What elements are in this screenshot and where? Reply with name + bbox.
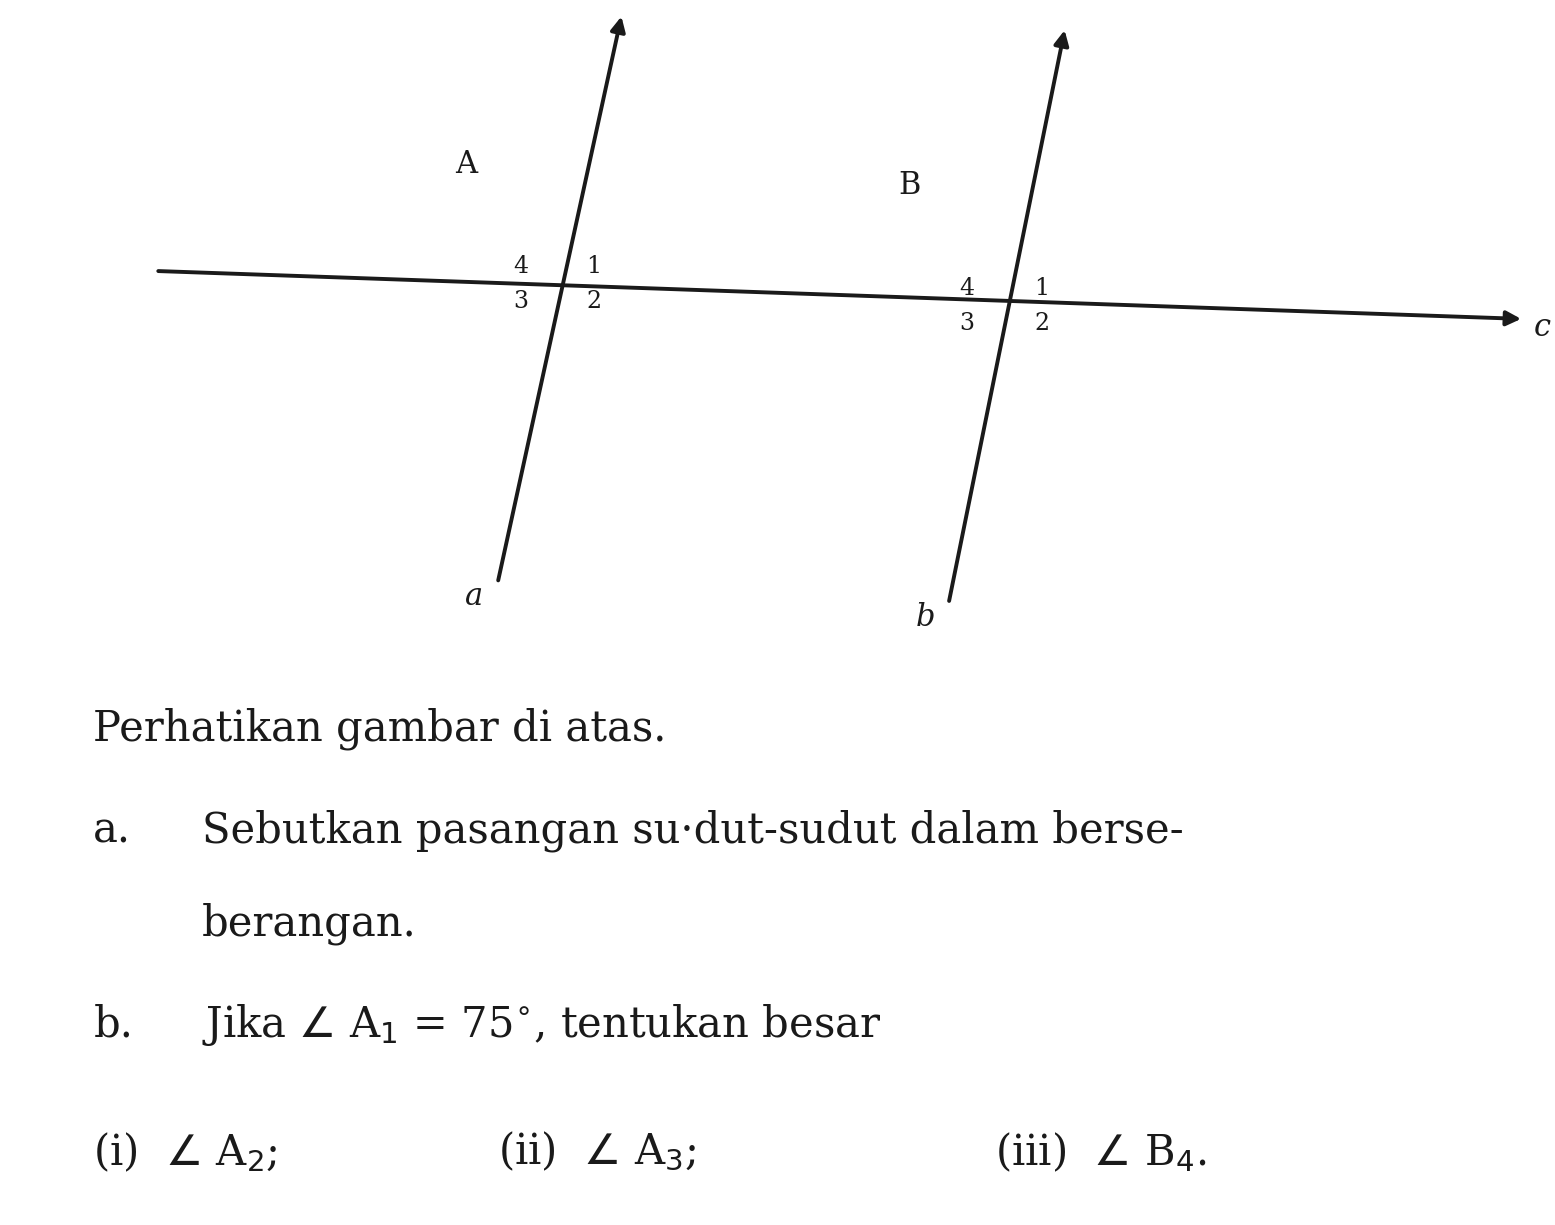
Text: A: A [456, 149, 477, 180]
Text: a: a [465, 582, 484, 612]
Text: b: b [916, 601, 935, 633]
Text: c: c [1533, 312, 1552, 343]
Text: (iii)  $\angle$ B$_4$.: (iii) $\angle$ B$_4$. [995, 1129, 1207, 1174]
Text: 2: 2 [586, 290, 602, 314]
Text: Perhatikan gambar di atas.: Perhatikan gambar di atas. [93, 708, 667, 751]
Text: Sebutkan pasangan su·dut-sudut dalam berse-: Sebutkan pasangan su·dut-sudut dalam ber… [202, 810, 1183, 851]
Text: 3: 3 [959, 312, 975, 336]
Text: berangan.: berangan. [202, 903, 417, 944]
Text: 1: 1 [586, 255, 602, 278]
Text: b.: b. [93, 1004, 134, 1046]
Text: (i)  $\angle$ A$_2$;: (i) $\angle$ A$_2$; [93, 1129, 278, 1174]
Text: 4: 4 [959, 277, 975, 300]
Text: 4: 4 [513, 255, 529, 278]
Text: 2: 2 [1034, 312, 1050, 336]
Text: (ii)  $\angle$ A$_3$;: (ii) $\angle$ A$_3$; [498, 1131, 695, 1174]
Text: 1: 1 [1034, 277, 1050, 300]
Text: Jika $\angle$ A$_1$ = 75$^{\circ}$, tentukan besar: Jika $\angle$ A$_1$ = 75$^{\circ}$, tent… [202, 1002, 882, 1047]
Text: 3: 3 [513, 290, 529, 314]
Text: a.: a. [93, 810, 131, 851]
Text: B: B [899, 170, 921, 201]
